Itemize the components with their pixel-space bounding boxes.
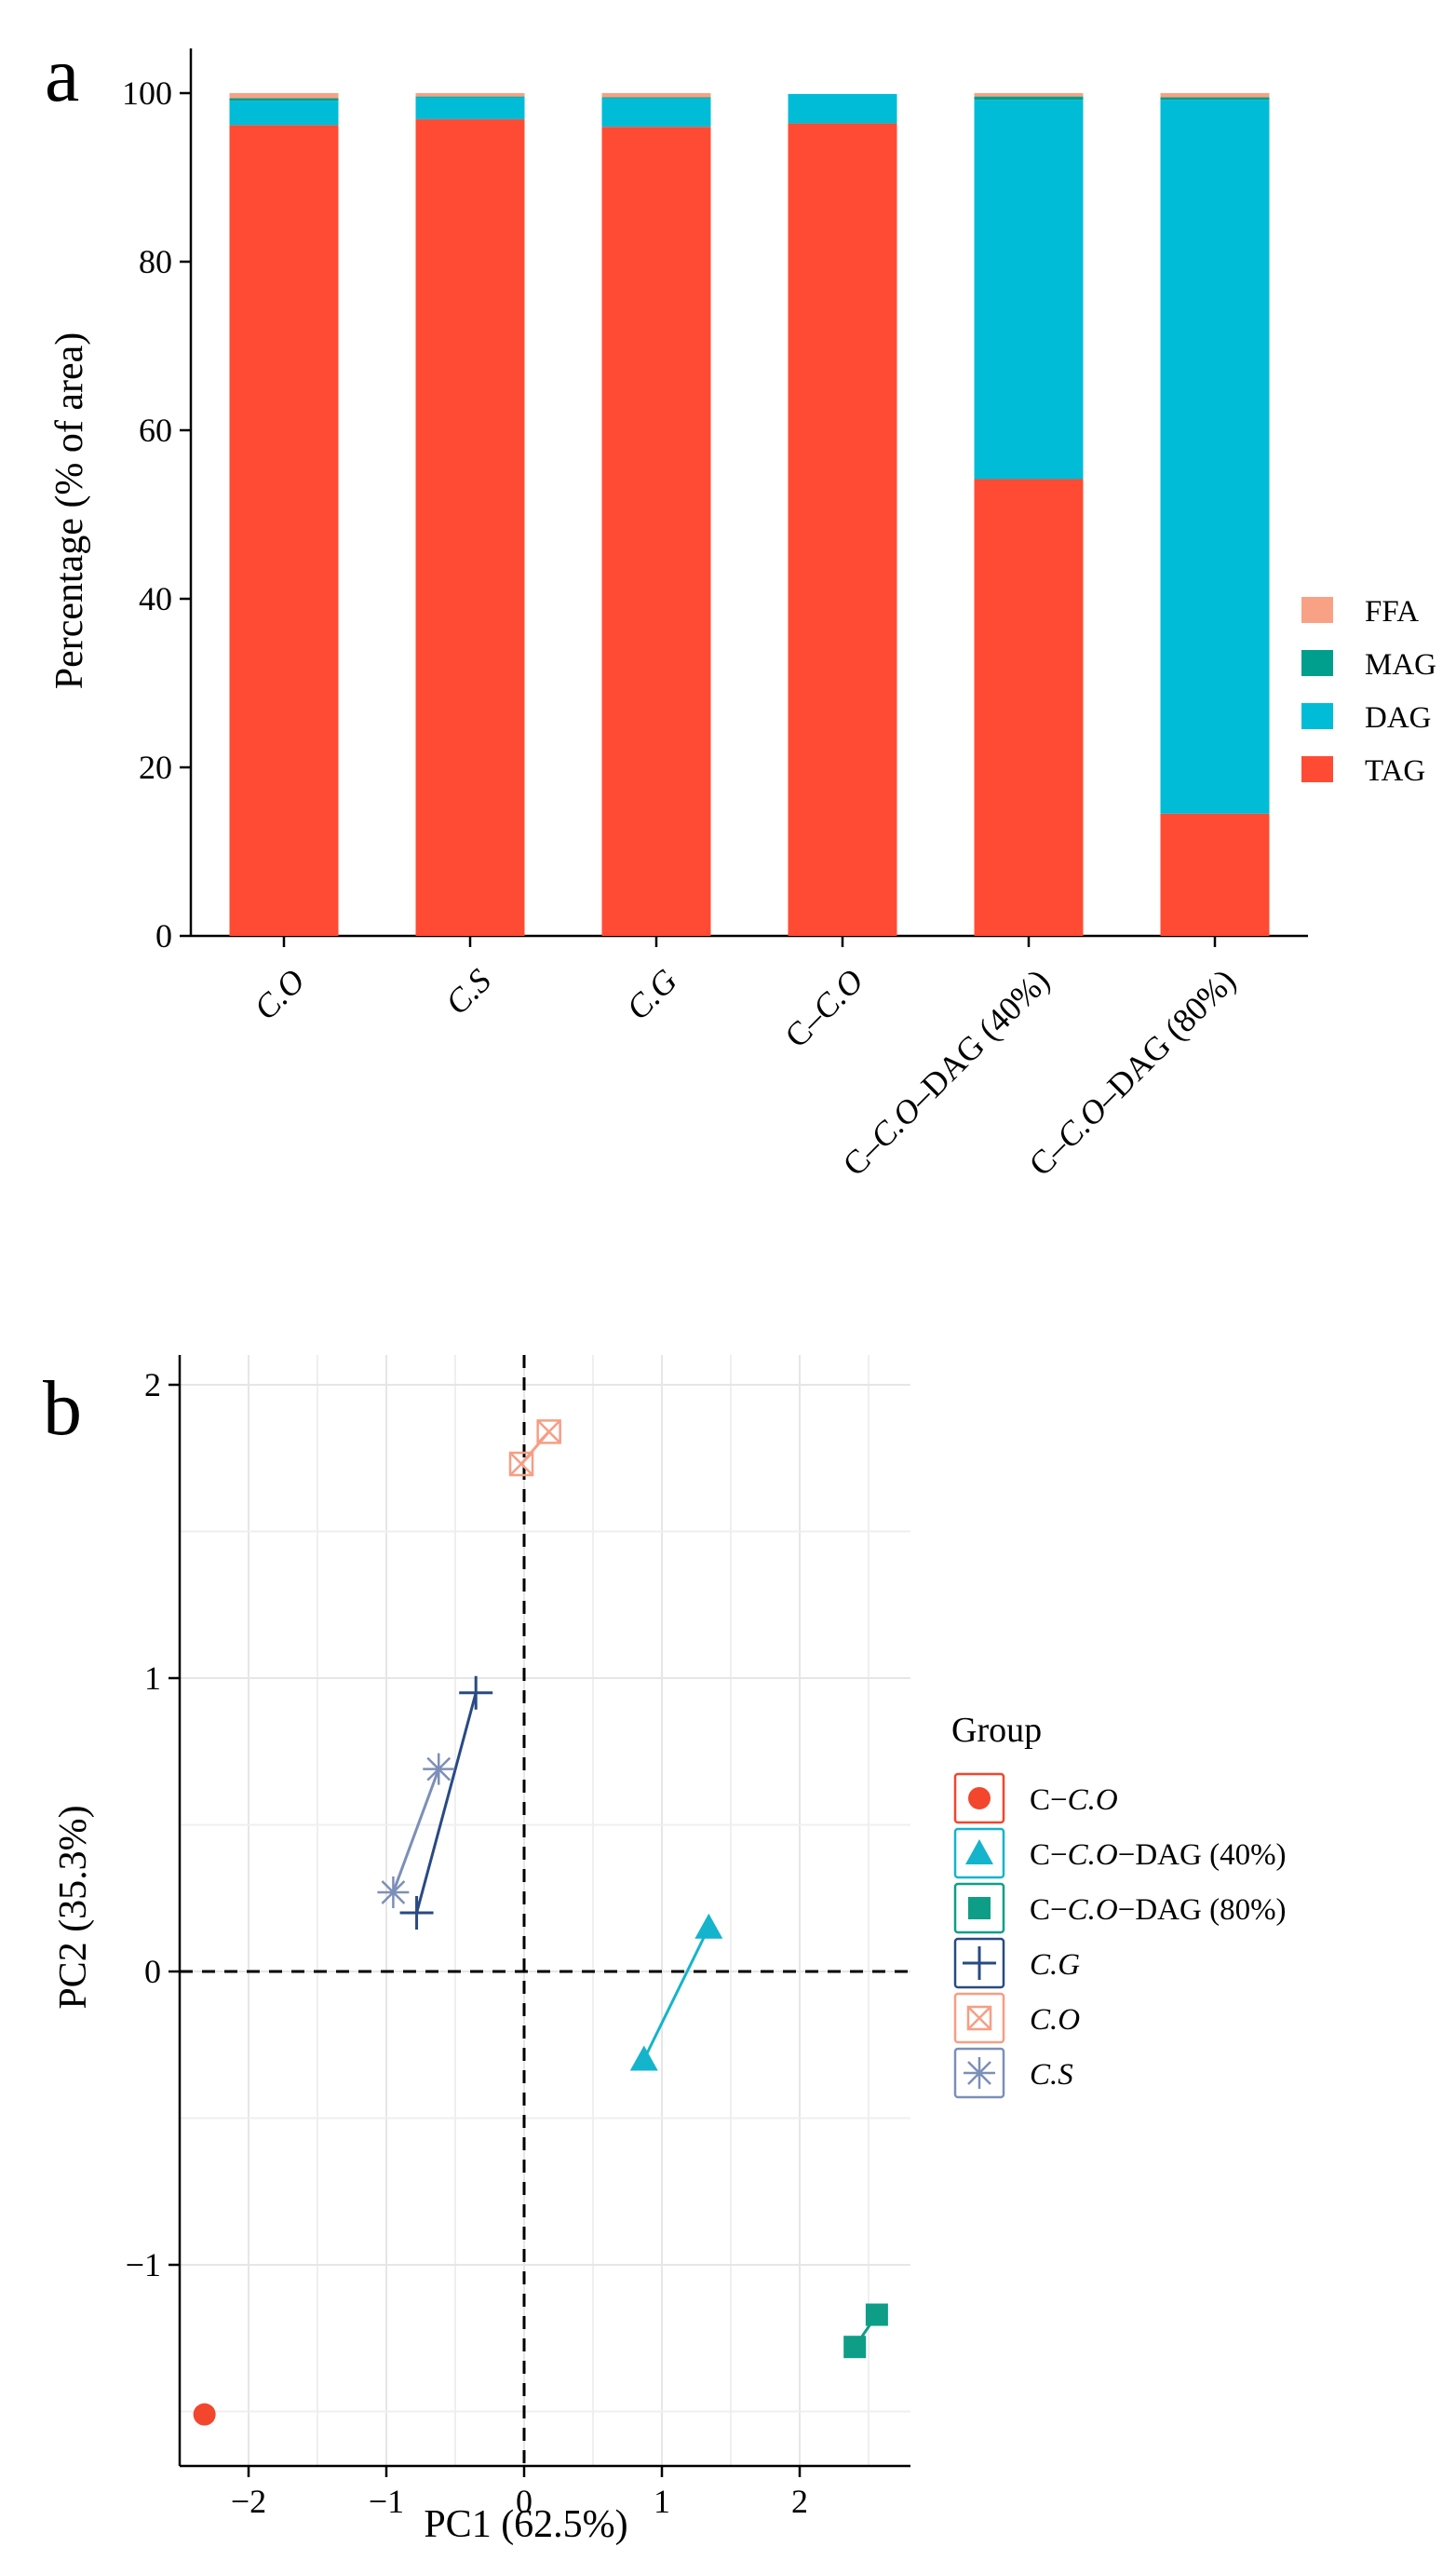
legend-marker-c-s <box>964 2057 995 2089</box>
point-c-o-2 <box>536 1419 561 1444</box>
bar-ffa-c-o <box>229 93 339 99</box>
series-line-c-c-o-dag-40 <box>642 1927 710 2061</box>
bar-dag-c-s <box>415 97 525 120</box>
y-tick-label: 2 <box>144 1366 161 1403</box>
x-tick-label: C–C.O–DAG (40%) <box>835 961 1057 1183</box>
legend-swatch-dag <box>1301 703 1333 729</box>
bar-tag-c-g <box>601 127 711 936</box>
panel-b-letter: b <box>43 1365 82 1452</box>
y-tick-label: −1 <box>126 2246 161 2283</box>
bar-ffa-c-g <box>601 93 711 98</box>
legend-label-dag: DAG <box>1365 701 1432 735</box>
legend-swatch-tag <box>1301 756 1333 782</box>
point-c-g-2 <box>459 1675 493 1710</box>
legend-marker-c-o <box>966 2005 992 2031</box>
y-axis-title: Percentage (% of area) <box>48 332 91 690</box>
legend-swatch-mag <box>1301 650 1333 676</box>
bar-tag-c-c-o-dag-40 <box>974 479 1084 936</box>
series-c-c-o <box>193 2403 216 2426</box>
x-axis-title: PC1 (62.5%) <box>424 2503 627 2546</box>
bar-tag-c-c-o <box>788 123 897 936</box>
legend-label-tag: TAG <box>1365 754 1425 788</box>
legend-label-c-s: C.S <box>1030 2058 1073 2092</box>
y-axis-title: PC2 (35.3%) <box>52 1805 95 2009</box>
series-c-g <box>399 1675 493 1930</box>
bar-mag-c-s <box>415 96 525 98</box>
series-c-c-o-dag-40 <box>629 1913 723 2071</box>
bar-ffa-c-c-o-dag-40 <box>974 93 1084 97</box>
point-c-c-o-dag-80-1 <box>843 2336 867 2359</box>
legend-marker-c-c-o-dag-40 <box>965 1839 993 1864</box>
bar-dag-c-c-o <box>788 93 897 124</box>
point-c-g-1 <box>399 1896 434 1930</box>
legend-marker-c-g <box>963 1946 996 1980</box>
panel-a-letter: a <box>45 32 79 118</box>
stacked-bar-chart: 0 20 40 60 80 100 Percentage (% of area) C.O C.S… <box>48 48 1436 1183</box>
x-tick-label: C.O <box>247 961 312 1026</box>
bar-mag-c-c-o-dag-80 <box>1160 97 1270 101</box>
bar-dag-c-g <box>601 98 711 128</box>
legend-label-c-c-o: C−C.O <box>1030 1783 1118 1817</box>
y-tick-label: 1 <box>144 1660 161 1697</box>
y-tick-label: 0 <box>144 1953 161 1990</box>
bar-tag-c-c-o-dag-80 <box>1160 813 1270 936</box>
series-c-o <box>508 1419 561 1477</box>
y-tick-label: 20 <box>139 749 172 786</box>
legend-label-mag: MAG <box>1365 648 1436 682</box>
x-tick-label: C–C.O–DAG (80%) <box>1021 961 1243 1183</box>
x-tick-label: 2 <box>791 2483 808 2520</box>
bar-ffa-c-s <box>415 93 525 97</box>
legend-label-c-c-o-dag-80: C−C.O−DAG (80%) <box>1030 1893 1287 1927</box>
x-tick-label: C.S <box>438 961 497 1021</box>
point-c-s-1 <box>377 1876 410 1908</box>
legend-label-c-c-o-dag-40: C−C.O−DAG (40%) <box>1030 1838 1287 1872</box>
y-tick-label: 60 <box>139 412 172 449</box>
point-c-c-o-dag-40-2 <box>694 1913 723 1939</box>
bar-ffa-c-c-o-dag-80 <box>1160 93 1270 98</box>
legend-marker-c-c-o <box>968 1787 991 1809</box>
bar-dag-c-c-o-dag-40 <box>974 100 1084 480</box>
bar-dag-c-c-o-dag-80 <box>1160 100 1270 814</box>
series-c-s <box>377 1753 455 1908</box>
point-c-c-o-dag-40-1 <box>629 2045 658 2071</box>
legend-label-ffa: FFA <box>1365 595 1419 629</box>
bar-mag-c-c-o-dag-40 <box>974 96 1084 101</box>
x-tick-label: −2 <box>231 2483 266 2520</box>
bar-mag-c-o <box>229 98 339 102</box>
y-tick-label: 0 <box>155 917 172 955</box>
series-c-c-o-dag-80 <box>843 2303 888 2359</box>
x-tick-label: −1 <box>369 2483 404 2520</box>
legend-label-c-g: C.G <box>1030 1948 1080 1982</box>
x-tick-label: C–C.O <box>777 961 870 1054</box>
legend-marker-c-c-o-dag-80 <box>968 1897 991 1919</box>
point-c-c-o-1 <box>193 2403 216 2426</box>
y-tick-label: 80 <box>139 243 172 280</box>
y-tick-label: 100 <box>122 75 172 112</box>
x-tick-label: 0 <box>516 2483 533 2520</box>
bar-tag-c-o <box>229 125 339 936</box>
bar-mag-c-g <box>601 97 711 99</box>
y-tick-label: 40 <box>139 580 172 617</box>
legend-title: Group <box>951 1711 1042 1750</box>
legend-label-c-o: C.O <box>1030 2003 1080 2037</box>
point-c-c-o-dag-80-2 <box>865 2303 888 2326</box>
legend-swatch-ffa <box>1301 597 1333 623</box>
point-c-s-2 <box>423 1753 455 1785</box>
x-tick-label: 1 <box>654 2483 670 2520</box>
bar-tag-c-s <box>415 119 525 936</box>
bar-dag-c-o <box>229 101 339 126</box>
series-line-c-g <box>415 1692 478 1914</box>
pca-scatter-chart: −2 −1 0 1 2 −1 0 1 2 PC1 (62.5%) PC2 (35.3%) Group C… <box>52 1355 1287 2546</box>
series-line-c-s <box>391 1768 440 1893</box>
x-tick-label: C.G <box>619 961 684 1026</box>
point-c-o-1 <box>508 1451 534 1477</box>
